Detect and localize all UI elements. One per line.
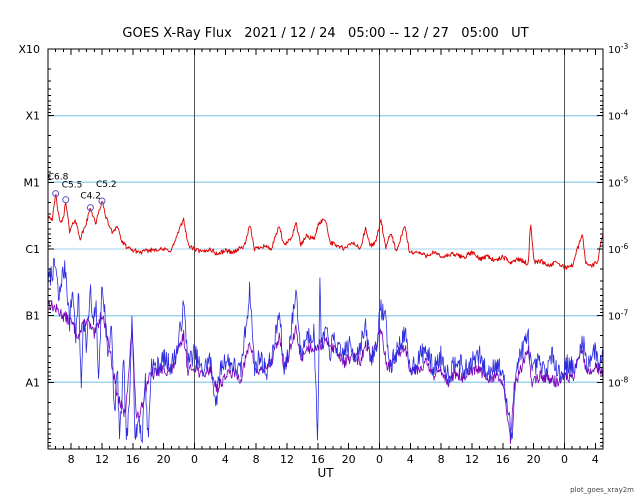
- y-left-label: X10: [18, 43, 40, 56]
- x-tick-label: 12: [95, 453, 109, 466]
- plot-watermark: plot_goes_xray2m: [570, 486, 634, 494]
- chart-title: GOES X-Ray Flux 2021 / 12 / 24 05:00 -- …: [122, 26, 529, 41]
- x-tick-label: 16: [311, 453, 325, 466]
- x-tick-label: 4: [407, 453, 414, 466]
- flare-marker: [98, 197, 106, 205]
- series-xray-long-1-8A: [47, 193, 604, 270]
- x-tick-label: 0: [191, 453, 198, 466]
- x-tick-label: 12: [465, 453, 479, 466]
- x-tick-label: 0: [561, 453, 568, 466]
- y-right-label: 10-5: [608, 175, 628, 189]
- y-left-label: X1: [25, 110, 40, 123]
- y-left-label: C1: [25, 243, 40, 256]
- flare-label: C5.5: [62, 181, 83, 191]
- x-tick-label: 12: [280, 453, 294, 466]
- flare-marker: [52, 190, 60, 198]
- x-tick-label: 0: [376, 453, 383, 466]
- y-right-label: 10-6: [608, 242, 628, 256]
- y-right-label: 10-4: [608, 109, 628, 123]
- y-left-label: A1: [25, 376, 40, 389]
- flare-marker: [62, 196, 70, 204]
- series-xray-short-0.5-4A: [47, 257, 604, 443]
- x-tick-label: 4: [222, 453, 229, 466]
- x-tick-label: 8: [438, 453, 445, 466]
- x-tick-label: 4: [592, 453, 599, 466]
- flare-marker: [86, 204, 94, 212]
- x-tick-label: 20: [342, 453, 356, 466]
- x-tick-label: 8: [68, 453, 75, 466]
- y-right-label: 10-8: [608, 375, 628, 389]
- x-tick-label: 16: [496, 453, 510, 466]
- x-tick-label: 16: [126, 453, 140, 466]
- flare-label: C6.8: [48, 173, 69, 183]
- flare-label: C5.2: [96, 180, 117, 190]
- y-left-label: M1: [24, 176, 41, 189]
- y-left-label: B1: [25, 310, 40, 323]
- y-right-label: 10-3: [608, 42, 628, 56]
- x-axis-title: UT: [317, 466, 334, 480]
- x-tick-label: 20: [527, 453, 541, 466]
- flare-label: C4.2: [80, 192, 101, 202]
- x-tick-label: 20: [157, 453, 171, 466]
- y-right-label: 10-7: [608, 309, 628, 323]
- x-tick-label: 8: [253, 453, 260, 466]
- series-xray-short-sat2: [47, 299, 604, 445]
